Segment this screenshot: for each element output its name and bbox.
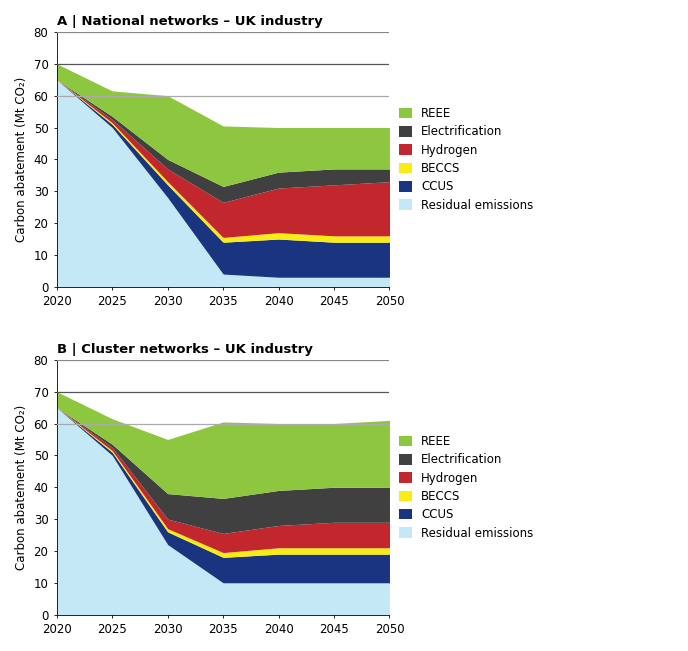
Y-axis label: Carbon abatement (Mt CO₂): Carbon abatement (Mt CO₂) [15,405,28,570]
Legend: REEE, Electrification, Hydrogen, BECCS, CCUS, Residual emissions: REEE, Electrification, Hydrogen, BECCS, … [399,107,533,212]
Text: B | Cluster networks – UK industry: B | Cluster networks – UK industry [57,343,312,356]
Legend: REEE, Electrification, Hydrogen, BECCS, CCUS, Residual emissions: REEE, Electrification, Hydrogen, BECCS, … [399,435,533,540]
Y-axis label: Carbon abatement (Mt CO₂): Carbon abatement (Mt CO₂) [15,77,28,242]
Text: A | National networks – UK industry: A | National networks – UK industry [57,15,323,28]
